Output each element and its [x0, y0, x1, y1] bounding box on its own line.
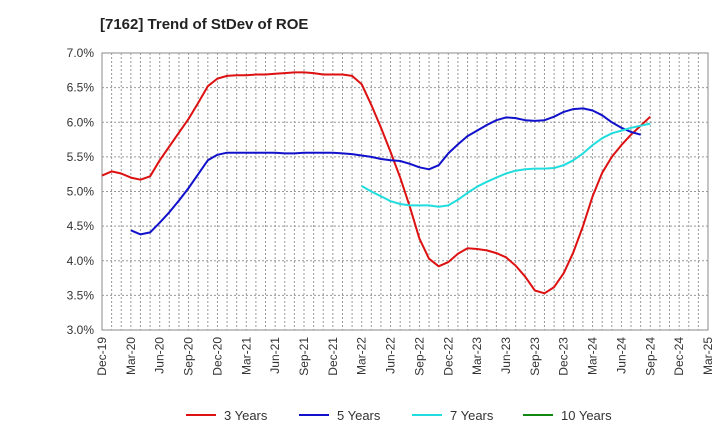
x-tick-label: Mar-22: [355, 337, 369, 375]
y-tick-label: 6.0%: [67, 115, 95, 129]
series-line-5-years: [130, 107, 641, 236]
x-tick-label: Sep-21: [297, 337, 311, 376]
x-tick-label: Jun-20: [153, 337, 167, 374]
x-tick-label: Mar-20: [124, 337, 138, 375]
x-tick-label: Sep-23: [528, 337, 542, 376]
y-axis-ticks: 3.0% 3.5% 4.0% 4.5% 5.0% 5.5% 6.0% 6.5% 7.0%: [67, 46, 95, 337]
chart-title: [7162] Trend of StDev of ROE: [100, 16, 308, 33]
x-tick-label: Dec-24: [672, 337, 686, 376]
grid-lines: [102, 53, 708, 330]
y-tick-label: 7.0%: [67, 46, 95, 60]
y-tick-label: 6.5%: [67, 81, 95, 95]
y-tick-label: 5.5%: [67, 150, 95, 164]
y-tick-label: 5.0%: [67, 185, 95, 199]
x-tick-label: Dec-19: [95, 337, 109, 376]
x-tick-label: Mar-23: [470, 337, 484, 375]
x-tick-label: Jun-22: [384, 337, 398, 374]
x-tick-label: Sep-22: [412, 337, 426, 376]
y-tick-label: 3.0%: [67, 323, 95, 337]
x-tick-label: Mar-25: [701, 337, 715, 375]
y-tick-label: 3.5%: [67, 288, 95, 302]
x-tick-label: Dec-20: [210, 337, 224, 376]
series-line-3-years: [101, 71, 651, 295]
legend: 3 Years 5 Years 7 Years 10 Years: [186, 408, 612, 423]
x-axis-ticks: Dec-19 Mar-20 Jun-20 Sep-20 Dec-20 Mar-21 Jun-…: [95, 337, 715, 376]
x-tick-label: Jun-23: [499, 337, 513, 374]
x-tick-label: Mar-24: [586, 337, 600, 375]
legend-label: 3 Years: [224, 408, 268, 423]
y-tick-label: 4.5%: [67, 219, 95, 233]
x-tick-label: Jun-24: [614, 337, 628, 374]
series-lines: [101, 71, 651, 295]
x-tick-label: Dec-23: [557, 337, 571, 376]
x-tick-label: Sep-24: [643, 337, 657, 376]
x-tick-label: Sep-20: [182, 337, 196, 376]
x-tick-label: Dec-22: [441, 337, 455, 376]
legend-label: 10 Years: [561, 408, 612, 423]
y-tick-label: 4.0%: [67, 254, 95, 268]
legend-label: 5 Years: [337, 408, 381, 423]
series-line-7-years: [361, 122, 651, 208]
x-tick-label: Dec-21: [326, 337, 340, 376]
legend-label: 7 Years: [450, 408, 494, 423]
x-tick-label: Jun-21: [268, 337, 282, 374]
x-tick-label: Mar-21: [239, 337, 253, 375]
